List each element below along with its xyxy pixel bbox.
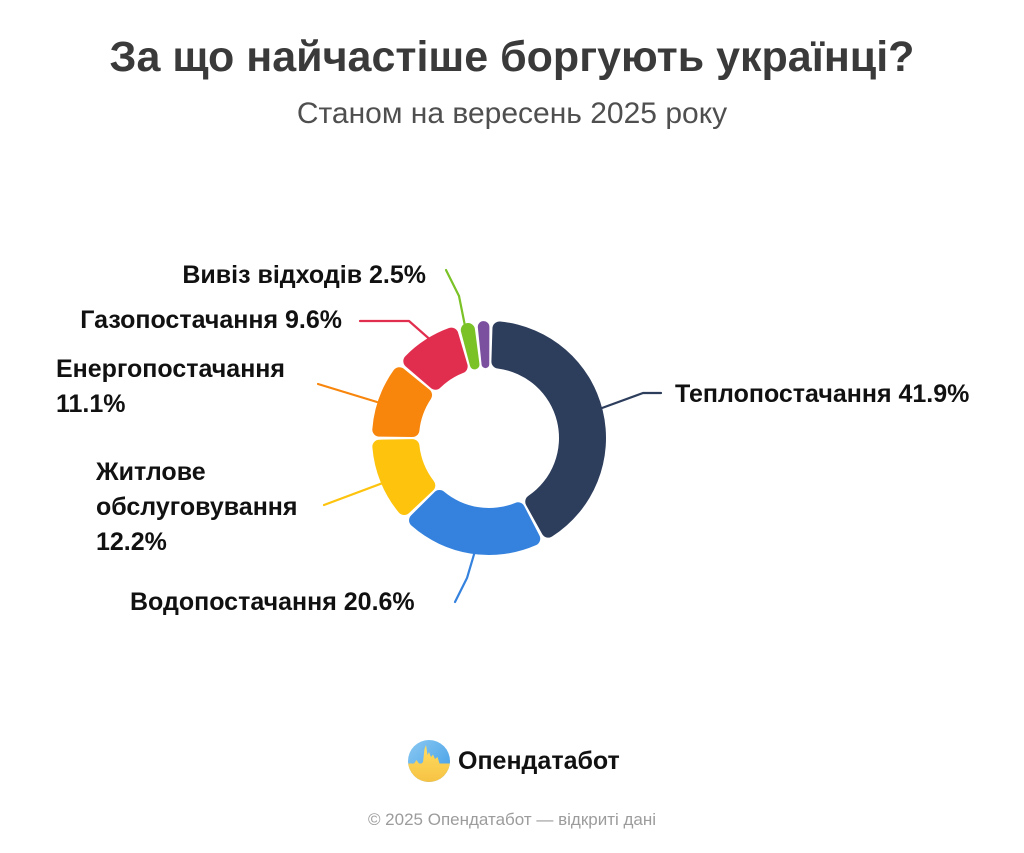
callout-text: Водопостачання 20.6%	[130, 588, 415, 616]
leader-line-1	[453, 549, 477, 604]
opendatabot-logo: Опендатабот	[408, 740, 620, 782]
leader-line-3	[316, 382, 379, 404]
callout-vodopostachannia: Водопостачання 20.6%	[130, 589, 415, 616]
opendatabot-logo-text: Опендатабот	[458, 746, 620, 775]
leader-line-2	[322, 478, 393, 507]
chart-title: За що найчастіше боргують українці?	[109, 33, 915, 81]
callout-text: Газопостачання 9.6%	[80, 306, 342, 334]
leader-line-4	[358, 319, 436, 345]
callout-text: Енергопостачання	[56, 355, 285, 383]
chart-subtitle: Станом на вересень 2025 року	[296, 97, 728, 130]
callout-gazopostachannia: Газопостачання 9.6%	[80, 307, 342, 334]
callout-text: Житлове	[96, 458, 206, 486]
callout-text: 11.1%	[56, 390, 126, 418]
callout-text: 12.2%	[96, 528, 167, 556]
callout-energopostachannia: Енергопостачання 11.1%	[56, 352, 285, 422]
callout-text: Теплопостачання 41.9%	[675, 380, 970, 408]
callout-text: обслуговування	[96, 493, 298, 521]
donut-segment-1	[409, 490, 541, 556]
opendatabot-logo-icon	[408, 740, 450, 782]
copyright-text: © 2025 Опендатабот — відкриті дані	[367, 810, 657, 829]
donut-segment-2	[372, 439, 436, 516]
leader-line-5	[444, 268, 468, 333]
callout-text: Вивіз відходів 2.5%	[182, 261, 426, 289]
callout-teplopostachannia: Теплопостачання 41.9%	[675, 381, 969, 408]
donut-segment-0	[491, 321, 607, 538]
donut-segment-6	[477, 321, 490, 369]
donut-segment-5	[460, 323, 480, 370]
callout-vyviz-vidkhodiv: Вивіз відходів 2.5%	[182, 262, 426, 289]
donut-segment-4	[403, 327, 468, 390]
leader-line-0	[600, 391, 663, 410]
donut-segment-3	[372, 367, 433, 438]
callout-zhytlove-obslugovuvannia: Житлове обслуговування 12.2%	[96, 455, 297, 560]
